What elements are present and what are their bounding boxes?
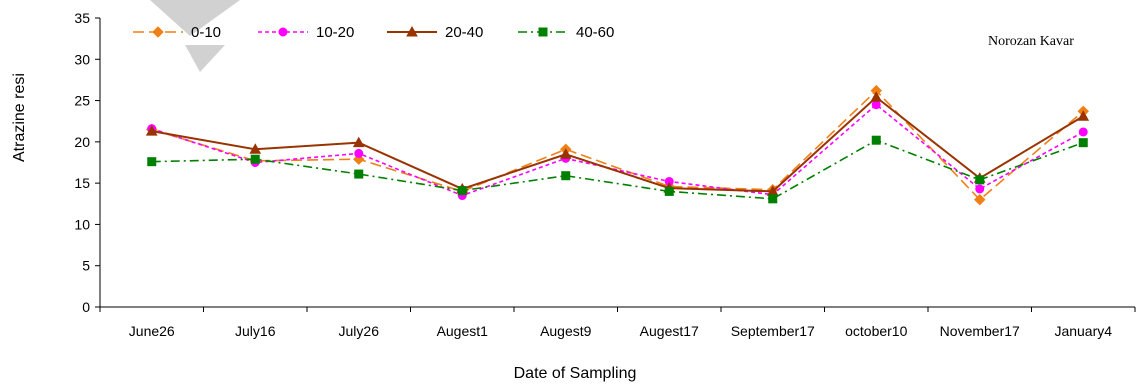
data-point-circle [975,184,985,194]
series-line [151,139,1084,200]
data-point-diamond [152,26,164,38]
x-axis-title: Date of Sampling [514,365,637,382]
y-tick-label: 25 [74,93,90,109]
y-tick-label: 0 [82,299,90,315]
x-tick-label: July26 [339,323,380,339]
data-point-square [768,194,778,204]
data-point-square [457,186,467,196]
legend-label: 0-10 [191,24,221,41]
data-point-square [975,175,985,185]
series-0-10 [146,84,1089,206]
y-tick-label: 5 [82,258,90,274]
x-axis-ticks: June26 July16 July26 Augest1 Augest9 Augest17… [99,307,1136,339]
data-point-square [250,154,260,164]
data-point-square [561,171,571,181]
data-point-square [1078,138,1088,148]
legend-item: 20-40 [387,24,483,41]
data-point-triangle [870,91,883,102]
legend-label: 40-60 [576,24,614,41]
data-point-square [664,186,674,196]
x-tick-label: September17 [731,323,815,339]
data-point-triangle [145,125,158,136]
series-layer [145,84,1090,206]
x-tick-label: Augest9 [540,323,592,339]
legend-item: 0-10 [133,24,221,41]
data-point-triangle [406,25,418,37]
data-point-circle [1078,127,1088,137]
data-point-triangle [559,148,572,159]
x-tick-label: June26 [129,323,175,339]
y-tick-label: 15 [74,175,90,191]
x-tick-label: January4 [1054,323,1112,339]
x-tick-label: November17 [940,323,1020,339]
data-point-diamond [974,193,986,206]
legend-label: 20-40 [445,24,483,41]
legend-item: 40-60 [518,24,614,41]
x-tick-label: July16 [235,323,276,339]
y-tick-label: 30 [74,51,90,67]
series-line [151,103,1084,197]
data-point-triangle [352,136,365,148]
watermark-shape [150,0,240,72]
data-point-square [354,169,364,179]
x-tick-label: october10 [845,323,907,339]
series-20-40 [145,91,1090,196]
series-40-60 [147,135,1088,204]
y-tick-label: 10 [74,216,90,232]
data-point-triangle [1077,110,1090,121]
y-axis-ticks: 0 5 10 15 20 25 30 35 [74,10,100,315]
data-point-square [871,135,881,145]
data-point-circle [354,148,364,158]
x-tick-label: Augest1 [437,323,489,339]
chart-annotation: Norozan Kavar [988,34,1074,49]
y-tick-label: 20 [74,134,90,150]
legend: 0-10 10-20 20-40 40-60 [133,24,614,41]
x-tick-label: Augest17 [640,323,699,339]
data-point-square [538,27,548,37]
legend-item: 10-20 [258,24,354,41]
data-point-circle [278,27,288,37]
legend-label: 10-20 [316,24,354,41]
y-axis-title: Atrazine resi [11,73,28,162]
series-10-20 [147,100,1088,201]
data-point-circle [871,100,881,110]
series-line [151,95,1084,193]
data-point-triangle [249,143,262,154]
y-tick-label: 35 [74,10,90,26]
series-line [151,89,1084,201]
data-point-square [147,157,157,167]
